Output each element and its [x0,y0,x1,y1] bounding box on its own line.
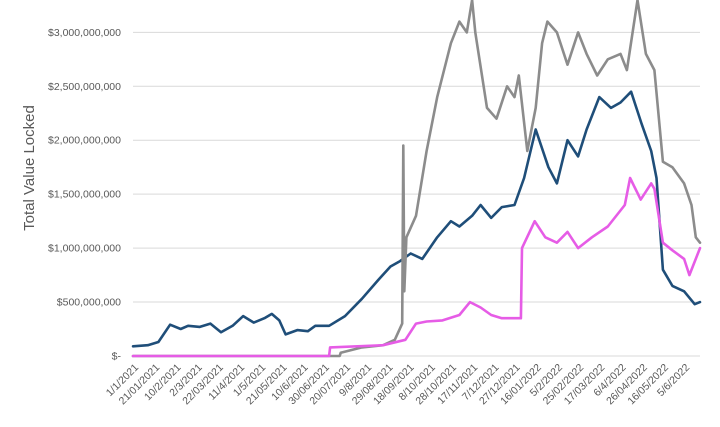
y-axis-ticks: $- $500,000,000 $1,000,000,000 $1,500,000,0… [48,27,121,363]
y-tick-label: $- [112,351,122,363]
y-tick-label: $2,000,000,000 [48,135,121,147]
series-line-1 [131,90,702,348]
y-tick-label: $2,500,000,000 [48,81,121,93]
y-tick-label: $500,000,000 [57,297,121,309]
gridlines [133,31,700,357]
series-line-3 [131,176,702,358]
series-line-2 [131,0,702,358]
y-tick-label: $3,000,000,000 [48,27,121,39]
y-tick-label: $1,500,000,000 [48,189,121,201]
y-tick-label: $1,000,000,000 [48,243,121,255]
x-axis-ticks: 1/1/202121/01/202110/2/20212/3/202122/03… [104,362,693,408]
series-lines [131,0,702,358]
y-axis-title: Total Value Locked [21,105,38,231]
